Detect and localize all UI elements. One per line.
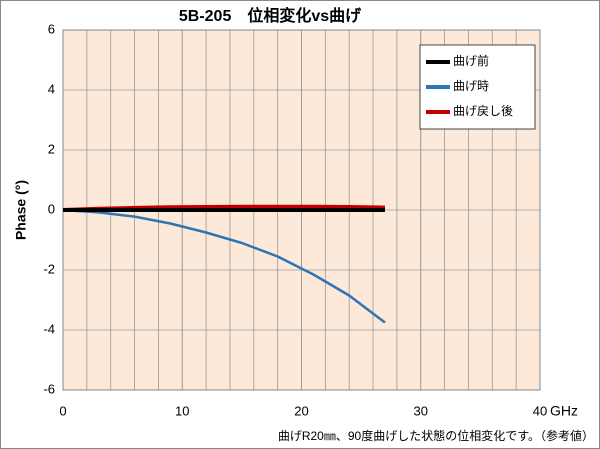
x-tick-label: 20 bbox=[294, 403, 308, 418]
x-tick-label: 40 bbox=[533, 403, 547, 418]
y-tick-label: 6 bbox=[48, 21, 55, 36]
legend-label: 曲げ前 bbox=[453, 53, 489, 68]
y-tick-label: 0 bbox=[48, 201, 55, 216]
y-tick-label: -2 bbox=[43, 261, 55, 276]
x-axis-label: GHz bbox=[550, 403, 578, 419]
x-tick-label: 30 bbox=[414, 403, 428, 418]
x-tick-label: 0 bbox=[59, 403, 66, 418]
x-tick-label: 10 bbox=[175, 403, 189, 418]
y-tick-label: -4 bbox=[43, 321, 55, 336]
legend-label: 曲げ戻し後 bbox=[453, 104, 513, 118]
y-tick-label: -6 bbox=[43, 381, 55, 396]
y-axis-label: Phase (°) bbox=[13, 180, 29, 240]
y-tick-label: 4 bbox=[48, 81, 55, 96]
chart-title: 5B-205 位相変化vs曲げ bbox=[179, 6, 362, 25]
legend-label: 曲げ時 bbox=[453, 79, 489, 93]
series-line bbox=[62, 208, 386, 324]
note: 曲げR20㎜、90度曲げした状態の位相変化です。（参考値） bbox=[278, 428, 594, 443]
y-tick-label: 2 bbox=[48, 141, 55, 156]
